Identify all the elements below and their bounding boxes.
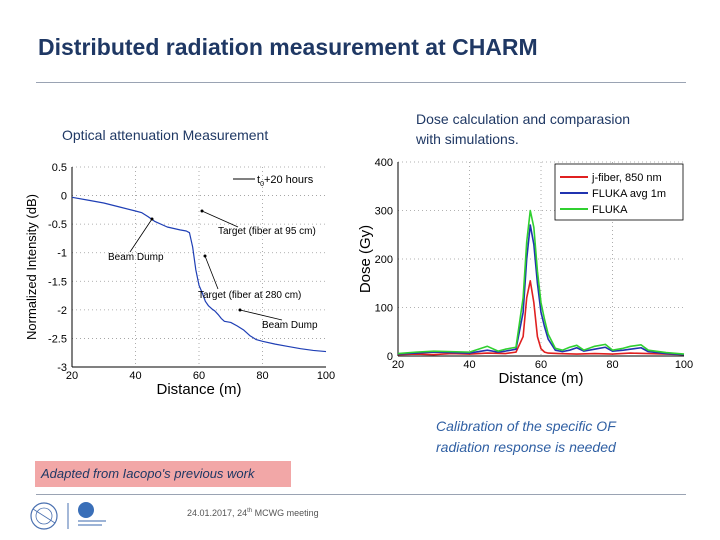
y-tick-label: 0.5 xyxy=(52,162,67,174)
y-tick-label: -0.5 xyxy=(48,219,67,231)
left-chart-caption: Optical attenuation Measurement xyxy=(62,127,269,143)
annotation-label: Beam Dump xyxy=(108,252,164,263)
annotation-arrowhead xyxy=(150,217,154,221)
series-line-2 xyxy=(397,209,685,355)
legend-label-0: j-fiber, 850 nm xyxy=(591,172,662,184)
annotation-arrowhead xyxy=(200,209,204,213)
dose-comparison-chart: 20 40 60 80 100 0 100 200 300 400 Distance (m) Dose… xyxy=(357,157,693,387)
footer-meeting-name: MCWG meeting xyxy=(252,508,319,518)
y-tick-label: -2.5 xyxy=(48,333,67,345)
calibration-note: Calibration of the specific OF radiation… xyxy=(436,416,616,458)
annotation-arrow xyxy=(239,309,283,321)
calibration-note-line-1: Calibration of the specific OF xyxy=(436,418,616,434)
annotation-arrowhead xyxy=(238,308,242,312)
footer-logos xyxy=(30,502,106,530)
x-axis-label: Distance (m) xyxy=(498,370,583,387)
source-note: Adapted from Iacopo's previous work xyxy=(35,461,291,487)
annotation-label: Target (fiber at 95 cm) xyxy=(218,226,316,237)
series-line-0 xyxy=(71,196,327,353)
title-divider xyxy=(36,82,686,83)
y-tick-label: 0 xyxy=(387,351,393,363)
calibration-note-line-2: radiation response is needed xyxy=(436,439,616,455)
footer-meeting-number: 24 xyxy=(237,508,248,518)
right-caption-line-2: with simulations. xyxy=(416,131,519,147)
legend-label-2: FLUKA xyxy=(592,204,628,216)
slide-title: Distributed radiation measurement at CHA… xyxy=(38,34,538,60)
right-chart-caption: Dose calculation and comparasion with si… xyxy=(416,109,630,149)
y-tick-label: 100 xyxy=(375,303,393,315)
legend-label: t0+20 hours xyxy=(257,174,314,188)
cern-logo xyxy=(30,502,58,530)
x-tick-label: 80 xyxy=(256,370,268,382)
y-tick-label: 300 xyxy=(375,206,393,218)
footer-ordinal: th xyxy=(247,508,253,514)
footer-date: 24.01.2017, xyxy=(187,508,235,518)
annotation-arrowhead xyxy=(203,254,207,258)
en-department-logo xyxy=(78,502,106,526)
x-tick-label: 60 xyxy=(193,370,205,382)
x-tick-label: 60 xyxy=(535,359,547,371)
series-line-1 xyxy=(397,224,685,356)
legend-label-1: FLUKA avg 1m xyxy=(592,188,666,200)
y-tick-label: 0 xyxy=(61,191,67,203)
x-tick-label: 40 xyxy=(463,359,475,371)
x-tick-label: 20 xyxy=(392,359,404,371)
y-tick-label: -1 xyxy=(57,248,67,260)
annotation-arrow xyxy=(204,255,219,290)
x-tick-label: 100 xyxy=(675,359,693,371)
annotation-arrow xyxy=(201,210,239,228)
right-caption-line-1: Dose calculation and comparasion xyxy=(416,111,631,127)
y-axis-label: Dose (Gy) xyxy=(357,225,374,293)
annotation-label: Target (fiber at 280 cm) xyxy=(198,290,301,301)
y-tick-label: 200 xyxy=(375,254,393,266)
x-axis-label: Distance (m) xyxy=(156,381,241,398)
annotation-arrow xyxy=(129,218,153,253)
y-tick-label: -1.5 xyxy=(48,276,67,288)
y-tick-label: -2 xyxy=(57,305,67,317)
x-tick-label: 20 xyxy=(66,370,78,382)
x-tick-label: 40 xyxy=(129,370,141,382)
annotation-label: Beam Dump xyxy=(262,320,318,331)
y-tick-label: 400 xyxy=(375,157,393,169)
series-line-0 xyxy=(397,280,685,356)
y-axis-label: Normalized Intensity (dB) xyxy=(24,194,39,340)
footer-meeting-info: 24.01.2017, 24th MCWG meeting xyxy=(187,508,319,518)
footer-divider xyxy=(36,494,686,495)
optical-attenuation-chart: 20 40 60 80 100 0.5 0 -0.5 -1 -1.5 -2 -2.5 -3 Distanc… xyxy=(24,162,335,398)
x-tick-label: 80 xyxy=(606,359,618,371)
x-tick-label: 100 xyxy=(317,370,335,382)
y-tick-label: -3 xyxy=(57,362,67,374)
